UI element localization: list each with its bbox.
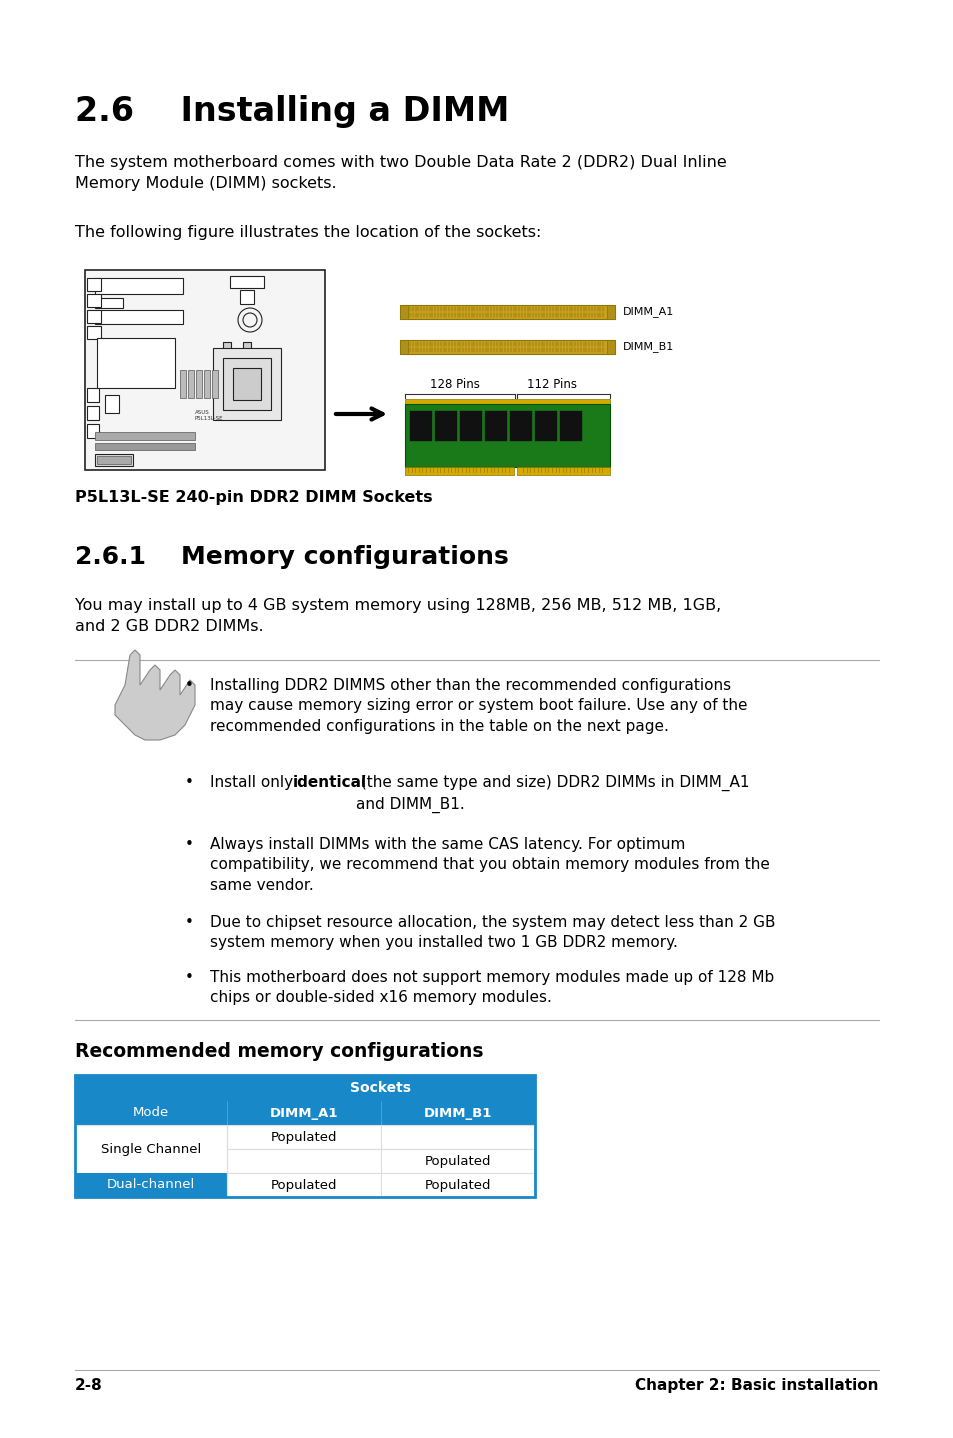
Text: (the same type and size) DDR2 DIMMs in DIMM_A1
and DIMM_B1.: (the same type and size) DDR2 DIMMs in D…	[355, 775, 748, 812]
Text: •: •	[185, 677, 193, 693]
Bar	[606, 305, 615, 319]
Text: The system motherboard comes with two Double Data Rate 2 (DDR2) Dual Inline
Memo: The system motherboard comes with two Do…	[75, 155, 726, 191]
Bar	[240, 290, 253, 303]
Bar	[223, 342, 231, 349]
Text: •: •	[185, 971, 193, 985]
Text: •: •	[185, 837, 193, 851]
Bar	[87, 326, 101, 339]
Bar	[243, 342, 251, 349]
Bar	[97, 456, 131, 464]
Bar	[87, 424, 99, 439]
Text: Chapter 2: Basic installation: Chapter 2: Basic installation	[635, 1378, 878, 1393]
Bar	[535, 411, 557, 441]
Text: Sockets: Sockets	[350, 1081, 411, 1094]
Bar	[399, 339, 408, 354]
Bar	[405, 398, 609, 406]
Text: DIMM_B1: DIMM_B1	[622, 342, 674, 352]
Bar	[95, 443, 194, 450]
Text: DIMM_B1: DIMM_B1	[423, 1106, 492, 1120]
Text: This motherboard does not support memory modules made up of 128 Mb
chips or doub: This motherboard does not support memory…	[210, 971, 774, 1005]
Text: DIMM_A1: DIMM_A1	[622, 306, 674, 318]
Bar	[606, 339, 615, 354]
Text: Installing DDR2 DIMMS other than the recommended configurations
may cause memory: Installing DDR2 DIMMS other than the rec…	[210, 677, 747, 733]
Bar	[399, 305, 615, 319]
Bar	[95, 454, 132, 466]
Bar	[459, 411, 481, 441]
Bar	[484, 411, 506, 441]
Bar	[399, 339, 615, 354]
Bar	[213, 348, 281, 420]
Bar	[95, 311, 183, 324]
Bar	[97, 338, 174, 388]
Bar	[85, 270, 325, 470]
Text: identical: identical	[293, 775, 367, 789]
Bar	[75, 1173, 227, 1196]
Text: 2.6    Installing a DIMM: 2.6 Installing a DIMM	[75, 95, 509, 128]
Text: Single Channel: Single Channel	[101, 1143, 201, 1156]
Text: 112 Pins: 112 Pins	[526, 378, 577, 391]
Bar	[75, 1102, 535, 1125]
Text: Always install DIMMs with the same CAS latency. For optimum
compatibility, we re: Always install DIMMs with the same CAS l…	[210, 837, 769, 893]
Text: Populated: Populated	[271, 1130, 336, 1143]
Text: Due to chipset resource allocation, the system may detect less than 2 GB
system : Due to chipset resource allocation, the …	[210, 915, 775, 951]
Bar	[559, 411, 581, 441]
Bar	[87, 406, 99, 420]
Bar	[410, 411, 432, 441]
Bar	[204, 370, 210, 398]
Text: 2.6.1    Memory configurations: 2.6.1 Memory configurations	[75, 545, 508, 569]
Bar	[95, 298, 123, 308]
Bar	[75, 1076, 535, 1102]
Text: Populated: Populated	[271, 1179, 336, 1192]
Bar	[510, 411, 532, 441]
Bar	[243, 362, 251, 370]
Text: Populated: Populated	[424, 1155, 491, 1168]
Text: You may install up to 4 GB system memory using 128MB, 256 MB, 512 MB, 1GB,
and 2: You may install up to 4 GB system memory…	[75, 598, 720, 634]
Text: 128 Pins: 128 Pins	[430, 378, 479, 391]
Bar	[223, 358, 271, 410]
Bar	[87, 278, 101, 290]
Text: Dual-channel: Dual-channel	[107, 1179, 194, 1192]
Bar	[188, 370, 193, 398]
Bar	[223, 362, 231, 370]
Bar	[405, 467, 514, 475]
Text: Mode: Mode	[132, 1106, 169, 1120]
Text: Recommended memory configurations: Recommended memory configurations	[75, 1043, 483, 1061]
Text: •: •	[185, 915, 193, 930]
Bar	[87, 311, 101, 324]
Bar	[105, 395, 119, 413]
Text: •: •	[185, 775, 193, 789]
Bar	[95, 431, 194, 440]
Text: Populated: Populated	[424, 1179, 491, 1192]
Text: The following figure illustrates the location of the sockets:: The following figure illustrates the loc…	[75, 224, 540, 240]
Bar	[227, 1173, 535, 1196]
Bar	[227, 1149, 535, 1173]
Text: DIMM_A1: DIMM_A1	[270, 1106, 337, 1120]
Bar	[233, 368, 261, 400]
Bar	[87, 388, 99, 403]
Bar	[227, 1125, 535, 1149]
Bar	[212, 370, 218, 398]
Polygon shape	[115, 650, 194, 741]
Bar	[435, 411, 456, 441]
Text: P5L13L-SE 240-pin DDR2 DIMM Sockets: P5L13L-SE 240-pin DDR2 DIMM Sockets	[75, 490, 432, 505]
Bar	[75, 1076, 535, 1196]
Text: ASUS
P5L13L-SE: ASUS P5L13L-SE	[194, 410, 223, 421]
Bar	[75, 1125, 227, 1173]
Text: Install only: Install only	[210, 775, 297, 789]
Bar	[517, 467, 609, 475]
Bar	[87, 293, 101, 306]
Bar	[405, 404, 609, 467]
Bar	[399, 305, 408, 319]
Text: 2-8: 2-8	[75, 1378, 103, 1393]
Bar	[180, 370, 186, 398]
Bar	[95, 278, 183, 293]
Bar	[230, 276, 264, 288]
Bar	[195, 370, 202, 398]
